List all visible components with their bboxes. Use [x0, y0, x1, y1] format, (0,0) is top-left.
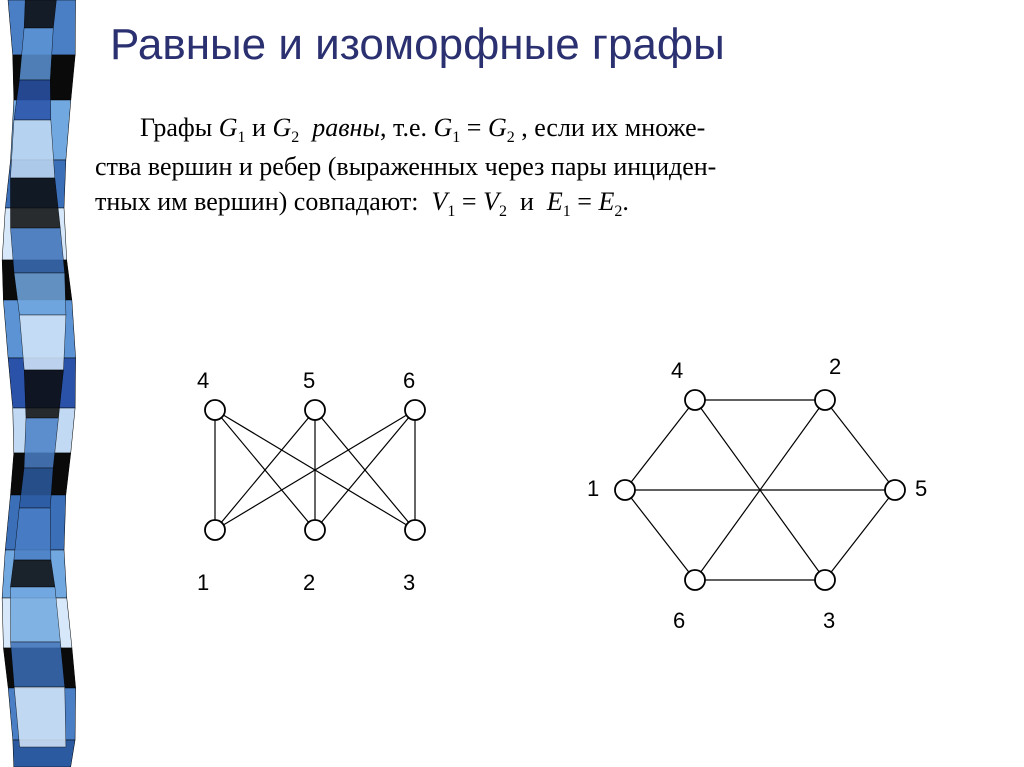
node-label: 4: [671, 358, 683, 384]
node-label: 4: [197, 368, 209, 394]
decorative-stripe: [0, 0, 85, 767]
diagrams-container: 4 5 6 1 2 3 4 2 1 5 6 3: [95, 310, 975, 710]
graph-labels: 4 2 1 5 6 3: [575, 340, 955, 640]
node-label: 2: [829, 354, 841, 380]
node-label: 1: [587, 476, 599, 502]
definition-paragraph: Графы G1 и G2 равны, т.е. G1 = G2 , если…: [95, 110, 995, 223]
node-label: 5: [915, 476, 927, 502]
slide: Равные и изоморфные графы Графы G1 и G2 …: [0, 0, 1024, 767]
slide-title: Равные и изоморфные графы: [110, 20, 725, 70]
node-label: 1: [197, 570, 209, 596]
node-label: 3: [823, 608, 835, 634]
node-label: 3: [403, 570, 415, 596]
node-label: 5: [303, 368, 315, 394]
graph-labels: 4 5 6 1 2 3: [155, 350, 495, 610]
node-label: 6: [403, 368, 415, 394]
node-label: 6: [673, 608, 685, 634]
node-label: 2: [303, 570, 315, 596]
